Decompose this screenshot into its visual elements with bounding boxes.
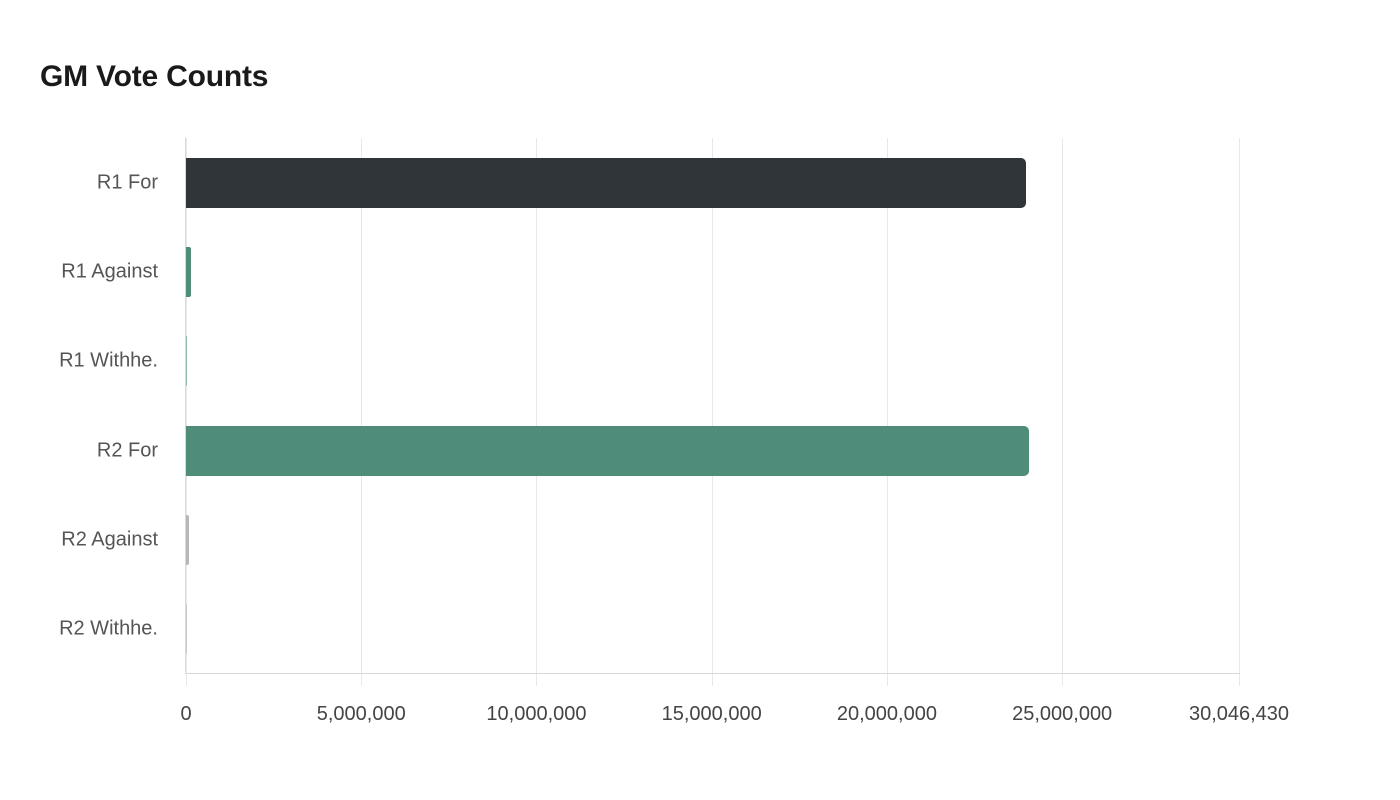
gridline [536,138,538,686]
y-category-label: R2 Against [61,528,158,551]
bar-r1-withhe-[interactable] [186,336,187,387]
x-tick-label: 10,000,000 [486,703,587,725]
x-tick-label: 20,000,000 [836,703,937,725]
x-tick-label: 5,000,000 [316,703,406,725]
gridline [1062,138,1064,686]
chart-title: GM Vote Counts [40,60,269,93]
y-axis-line [185,138,186,674]
bar-r1-for[interactable] [186,157,1027,208]
bar-r2-for[interactable] [186,425,1030,476]
y-category-label: R1 Against [61,260,158,283]
x-tick-label: 30,046,430 [1188,703,1290,725]
y-category-label: R2 Withhe. [59,617,158,640]
gridline [711,138,713,686]
bar-r2-against[interactable] [186,515,190,565]
gridline [186,138,187,686]
x-axis-line [186,673,1240,674]
bar-r1-against[interactable] [186,247,191,297]
gridline [1239,138,1240,686]
bar-r2-withhe-[interactable] [186,604,187,655]
y-category-label: R2 For [96,439,158,462]
y-category-label: R1 Withhe. [59,349,158,372]
x-tick-label: 0 [180,703,192,725]
x-tick-label: 15,000,000 [661,703,762,725]
x-tick-label: 25,000,000 [1012,703,1113,725]
gridline [886,138,888,686]
y-category-label: R1 For [96,171,158,194]
gridline [361,138,363,686]
